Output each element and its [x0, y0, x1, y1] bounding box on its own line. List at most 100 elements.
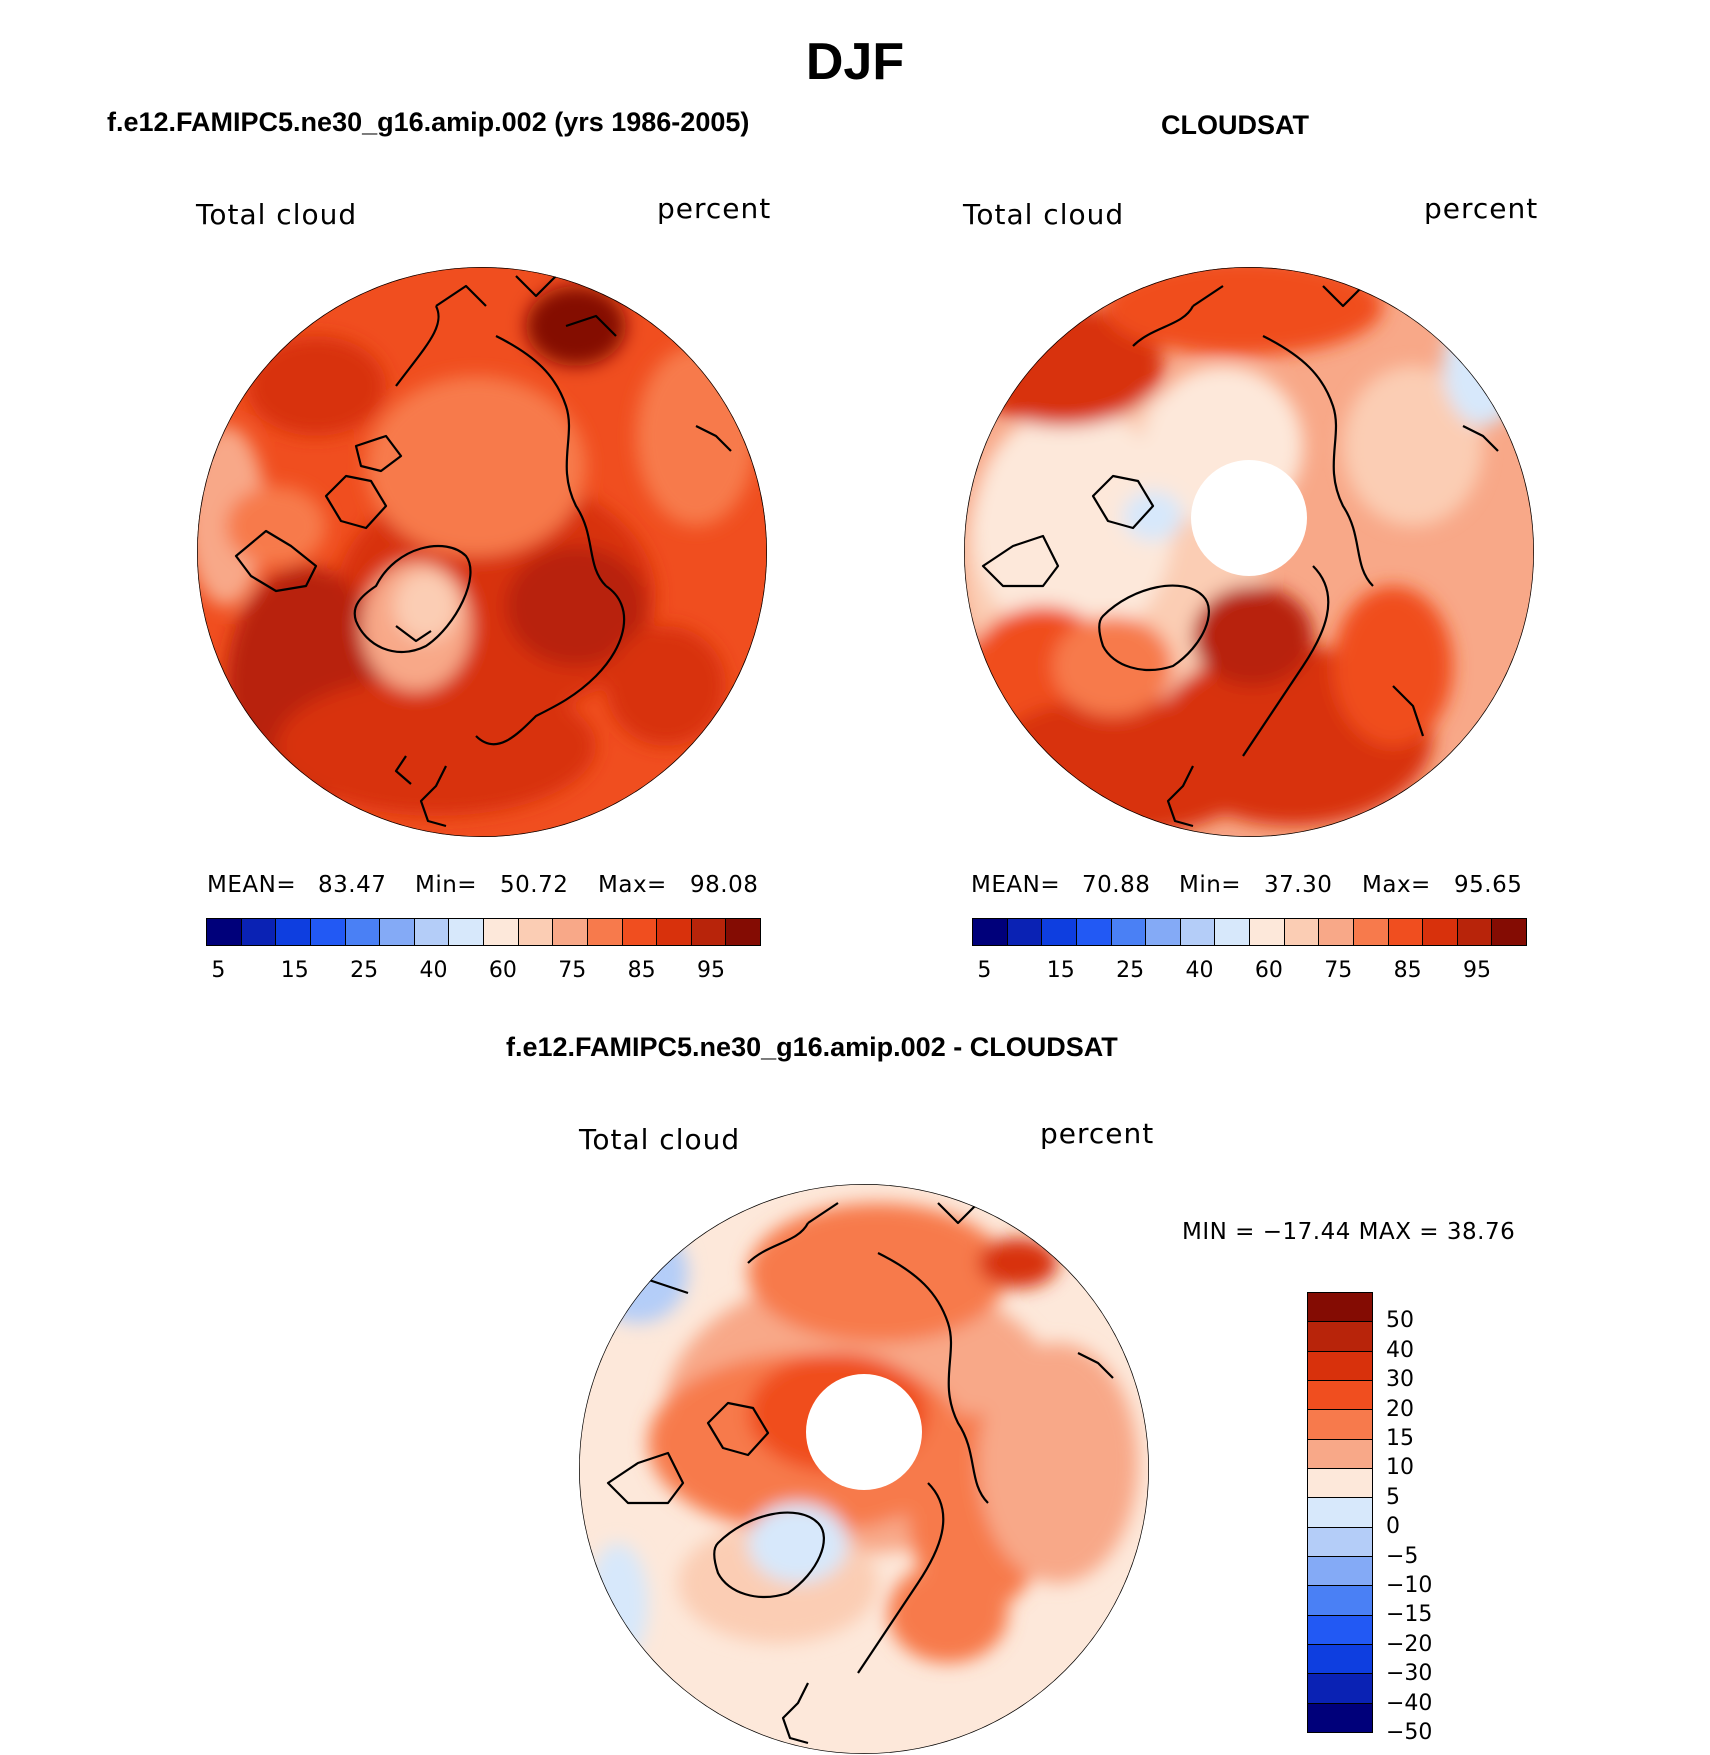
colorbar-swatch — [207, 919, 242, 945]
obs-mean-label: MEAN= — [971, 872, 1061, 898]
obs-min-label: Min= — [1179, 872, 1242, 898]
colorbar-tick-label: 85 — [1393, 958, 1422, 983]
colorbar-swatch — [973, 919, 1008, 945]
diff-colorbar — [1307, 1292, 1373, 1733]
diff-minmax: MIN = −17.44 MAX = 38.76 — [1182, 1219, 1516, 1245]
colorbar-tick-label: 40 — [419, 958, 448, 983]
colorbar-tick-label: −30 — [1386, 1661, 1433, 1687]
colorbar-swatch — [241, 919, 277, 945]
colorbar-tick-label: 20 — [1386, 1396, 1414, 1422]
model-panel-title: f.e12.FAMIPC5.ne30_g16.amip.002 (yrs 198… — [107, 107, 750, 137]
colorbar-tick-label: −50 — [1386, 1720, 1433, 1745]
colorbar-tick-label: 40 — [1386, 1337, 1414, 1363]
colorbar-tick-label: 5 — [211, 958, 226, 983]
colorbar-tick-label: 5 — [977, 958, 992, 983]
colorbar-tick-label: 25 — [1116, 958, 1145, 983]
colorbar-tick-label: 15 — [1046, 958, 1075, 983]
colorbar-swatch — [1308, 1410, 1372, 1440]
colorbar-swatch — [1457, 919, 1493, 945]
colorbar-swatch — [1423, 919, 1458, 945]
colorbar-tick-label: 60 — [1254, 958, 1283, 983]
colorbar-swatch — [1076, 919, 1112, 945]
obs-max-label: Max= — [1362, 872, 1431, 898]
colorbar-tick-label: 30 — [1386, 1367, 1414, 1393]
colorbar-swatch — [1308, 1380, 1372, 1411]
obs-min-value: 37.30 — [1264, 872, 1333, 898]
colorbar-tick-label: 85 — [627, 958, 656, 983]
colorbar-swatch — [1308, 1322, 1372, 1352]
obs-polar-gap — [1191, 460, 1307, 576]
diff-coastlines — [606, 1202, 1114, 1745]
colorbar-tick-label: −15 — [1386, 1602, 1433, 1628]
figure-title: DJF — [805, 33, 905, 91]
colorbar-swatch — [484, 919, 519, 945]
colorbar-swatch — [1308, 1468, 1372, 1499]
diff-panel-title: f.e12.FAMIPC5.ne30_g16.amip.002 - CLOUDS… — [506, 1032, 1118, 1062]
colorbar-swatch — [1146, 919, 1181, 945]
diff-units-label: percent — [1040, 1117, 1155, 1150]
obs-mean-value: 70.88 — [1082, 872, 1151, 898]
colorbar-swatch — [1042, 919, 1077, 945]
colorbar-tick-label: −40 — [1386, 1690, 1433, 1716]
colorbar-swatch — [518, 919, 554, 945]
model-min-label: Min= — [415, 872, 478, 898]
colorbar-swatch — [1308, 1615, 1372, 1645]
model-variable-label: Total cloud — [196, 198, 358, 231]
colorbar-swatch — [1308, 1439, 1372, 1469]
obs-variable-label: Total cloud — [963, 198, 1125, 231]
colorbar-tick-label: 5 — [1386, 1484, 1400, 1510]
colorbar-swatch — [1308, 1351, 1372, 1381]
colorbar-swatch — [449, 919, 484, 945]
colorbar-swatch — [726, 919, 760, 945]
colorbar-swatch — [276, 919, 311, 945]
colorbar-swatch — [1492, 919, 1526, 945]
model-units-label: percent — [657, 192, 772, 225]
colorbar-swatch — [622, 919, 658, 945]
colorbar-tick-label: 75 — [1324, 958, 1353, 983]
obs-polar-map — [964, 267, 1534, 837]
diff-variable-label: Total cloud — [579, 1123, 741, 1156]
colorbar-swatch — [553, 919, 588, 945]
colorbar-tick-label: −5 — [1386, 1543, 1419, 1569]
colorbar-tick-label: 50 — [1386, 1308, 1414, 1334]
diff-polar-map — [579, 1184, 1149, 1754]
colorbar-swatch — [1284, 919, 1320, 945]
colorbar-swatch — [1250, 919, 1285, 945]
model-mean-value: 83.47 — [318, 872, 387, 898]
colorbar-tick-label: 15 — [1386, 1426, 1414, 1451]
colorbar-swatch — [1319, 919, 1354, 945]
model-max-label: Max= — [598, 872, 667, 898]
colorbar-swatch — [1111, 919, 1147, 945]
colorbar-tick-label: −10 — [1386, 1573, 1433, 1598]
colorbar-swatch — [414, 919, 450, 945]
obs-coastlines — [981, 285, 1499, 828]
colorbar-swatch — [1308, 1674, 1372, 1704]
colorbar-swatch — [310, 919, 346, 945]
colorbar-tick-label: 10 — [1386, 1455, 1414, 1481]
model-coastlines — [234, 275, 732, 828]
model-polar-map — [197, 267, 767, 837]
colorbar-swatch — [1353, 919, 1389, 945]
obs-max-value: 95.65 — [1454, 872, 1523, 898]
colorbar-tick-label: 75 — [558, 958, 587, 983]
colorbar-swatch — [1308, 1556, 1372, 1587]
colorbar-tick-label: 95 — [1462, 958, 1491, 983]
colorbar-swatch — [1215, 919, 1250, 945]
colorbar-swatch — [1308, 1586, 1372, 1616]
colorbar-tick-label: 60 — [488, 958, 517, 983]
colorbar-tick-label: 25 — [350, 958, 379, 983]
colorbar-swatch — [1308, 1498, 1372, 1528]
model-max-value: 98.08 — [690, 872, 759, 898]
model-min-value: 50.72 — [500, 872, 569, 898]
colorbar-swatch — [1007, 919, 1043, 945]
colorbar-swatch — [657, 919, 692, 945]
obs-units-label: percent — [1424, 192, 1539, 225]
colorbar-tick-label: 40 — [1185, 958, 1214, 983]
colorbar-swatch — [1308, 1644, 1372, 1675]
obs-panel-title: CLOUDSAT — [1161, 110, 1309, 140]
obs-colorbar — [972, 918, 1527, 946]
colorbar-swatch — [1308, 1293, 1372, 1323]
colorbar-tick-label: 0 — [1386, 1514, 1400, 1540]
model-mean-label: MEAN= — [207, 872, 297, 898]
colorbar-swatch — [1308, 1703, 1372, 1732]
